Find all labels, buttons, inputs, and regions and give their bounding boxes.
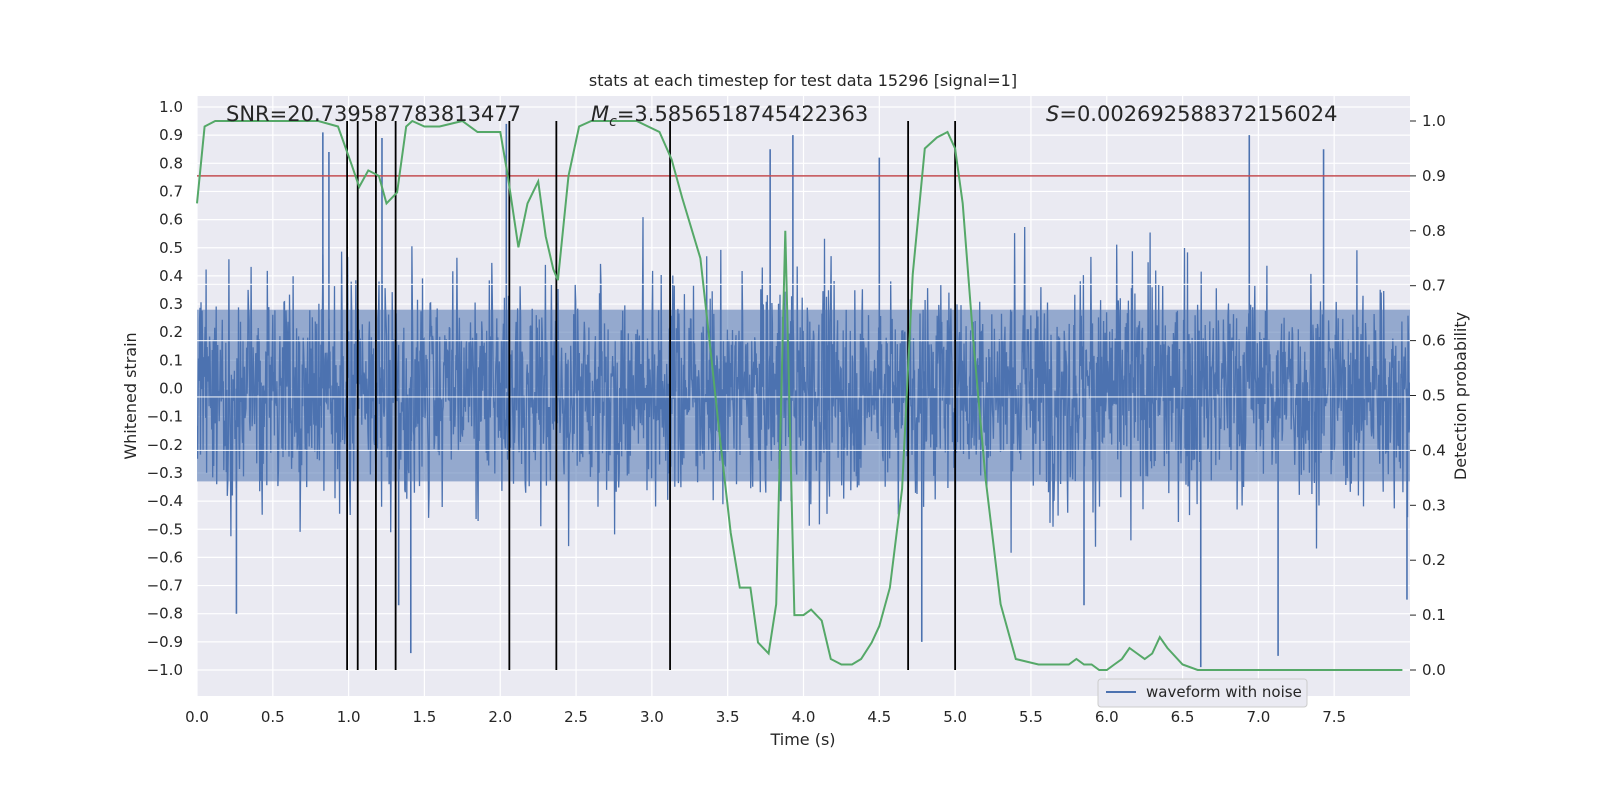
y-tick-label: 0.4 [159,267,183,285]
x-tick-label: 1.5 [413,708,437,726]
y-tick-label: 0.3 [159,295,183,313]
x-tick-label: 2.5 [564,708,588,726]
y2-tick-label: 0.9 [1422,167,1446,185]
x-tick-label: 3.0 [640,708,664,726]
y-tick-label: −0.7 [147,577,183,595]
x-tick-label: 6.5 [1171,708,1195,726]
y-tick-label: −0.2 [147,436,183,454]
y-tick-label: 0.8 [159,154,183,172]
spin-value: =0.002692588372156024 [1059,102,1337,126]
y-tick-label: 0.5 [159,239,183,257]
y2-tick-label: 0.0 [1422,661,1446,679]
ticks: 0.0 0.5 1.0 1.5 2.0 2.5 3.0 3.5 4.0 4.5 5.0 5.5 6.0 6… [147,98,1446,726]
y2-tick-label: 0.7 [1422,277,1446,295]
x-tick-label: 2.0 [488,708,512,726]
y-tick-label: −0.1 [147,408,183,426]
x-tick-label: 4.5 [867,708,891,726]
y-tick-label: −1.0 [147,661,183,679]
x-tick-label: 7.5 [1322,708,1346,726]
y-tick-label: 0.6 [159,211,183,229]
x-tick-label: 5.0 [943,708,967,726]
y2-tick-label: 0.3 [1422,496,1446,514]
y-tick-label: 1.0 [159,98,183,116]
y2-tick-label: 0.8 [1422,222,1446,240]
spin-symbol: S [1046,102,1059,126]
probability-line [196,119,1403,671]
x-tick-label: 0.0 [185,708,209,726]
x-tick-label: 1.0 [337,708,361,726]
y-tick-label: 0.1 [159,351,183,369]
x-tick-label: 5.5 [1019,708,1043,726]
y-tick-label: −0.9 [147,633,183,651]
y2-tick-label: 0.4 [1422,441,1446,459]
y-tick-label: −0.6 [147,548,183,566]
legend-box [1097,678,1308,708]
legend-label: waveform with noise [1146,683,1302,701]
x-tick-label: 0.5 [261,708,285,726]
y2-tick-label: 0.1 [1422,606,1446,624]
chirp-mass-symbol: M [591,102,609,126]
y2-tick-label: 1.0 [1422,112,1446,130]
chirp-mass-subscript: c [609,114,617,130]
x-tick-label: 4.0 [792,708,816,726]
y2-tick-label: 0.2 [1422,551,1446,569]
y2-tick-label: 0.6 [1422,332,1446,350]
y2-tick-label: 0.5 [1422,387,1446,405]
y-tick-label: −0.3 [147,464,183,482]
strain-core-band [197,309,1410,482]
legend: waveform with noise [1097,678,1308,708]
y-tick-label: −0.8 [147,605,183,623]
strain-series [197,123,1410,668]
y-axis-label: Whitened strain [121,332,140,459]
chart-title: stats at each timestep for test data 152… [589,71,1017,90]
x-tick-label: 7.0 [1246,708,1270,726]
y-tick-label: 0.0 [159,380,183,398]
x-tick-label: 3.5 [716,708,740,726]
y2-axis-label: Detection probability [1451,312,1470,480]
y-tick-label: 0.7 [159,182,183,200]
y-tick-label: −0.4 [147,492,183,510]
y-tick-label: −0.5 [147,520,183,538]
snr-annotation: SNR=20.739587783813477 [226,102,521,126]
spin-annotation: S=0.002692588372156024 [1046,102,1337,126]
x-tick-label: 6.0 [1095,708,1119,726]
event-markers [346,121,957,670]
chirp-mass-value: =3.5856518745422363 [617,102,868,126]
probability-series [196,119,1403,671]
y-tick-label: 0.9 [159,126,183,144]
x-axis-label: Time (s) [769,730,835,749]
y-tick-label: 0.2 [159,323,183,341]
chirp-mass-annotation: Mc=3.5856518745422363 [591,102,868,130]
